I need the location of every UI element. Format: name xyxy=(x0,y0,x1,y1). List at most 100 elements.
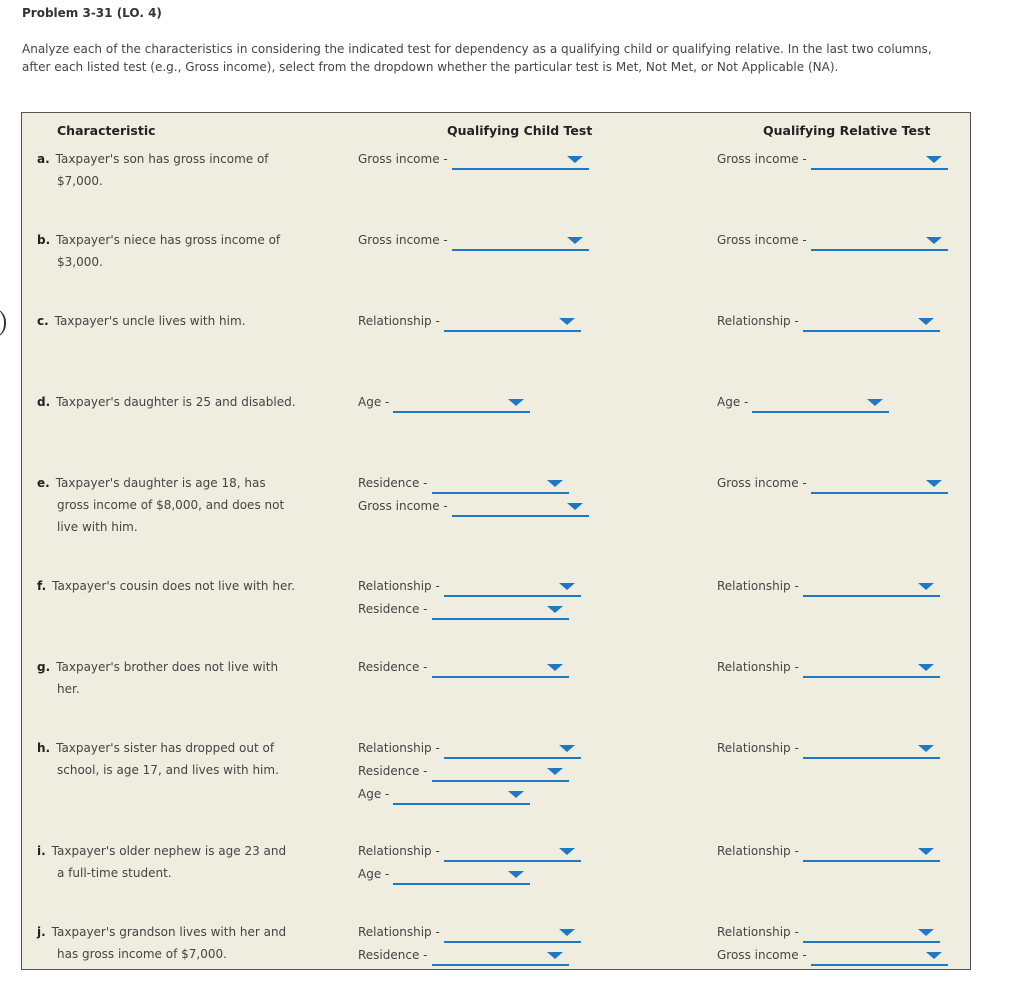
characteristic-text: h. Taxpayer's sister has dropped out of sc… xyxy=(37,737,327,781)
qr-gross-income-dropdown[interactable] xyxy=(810,229,948,251)
chevron-down-icon xyxy=(925,480,942,487)
qc-relationship-dropdown[interactable] xyxy=(443,310,581,332)
qc-gross-income-dropdown[interactable] xyxy=(451,495,589,517)
chevron-down-icon xyxy=(558,318,575,325)
qr-relationship-dropdown[interactable] xyxy=(802,737,940,759)
characteristic-line-2: $3,000. xyxy=(57,255,103,269)
characteristic-line-1: Taxpayer's cousin does not live with her… xyxy=(52,579,295,593)
qualifying-child-test: Residence - xyxy=(358,472,569,494)
qc-relationship-dropdown[interactable] xyxy=(443,575,581,597)
chevron-down-icon xyxy=(546,606,563,613)
chevron-down-icon xyxy=(867,399,884,406)
qc-residence-label: Residence - xyxy=(358,764,428,778)
qc-residence-label: Residence - xyxy=(358,602,428,616)
qualifying-relative-test: Gross income - xyxy=(717,944,948,966)
qualifying-relative-test: Relationship - xyxy=(717,921,940,943)
characteristic-line-1: Taxpayer's sister has dropped out of xyxy=(56,741,275,755)
qualifying-relative-test: Gross income - xyxy=(717,229,948,251)
qr-gross-income-label: Gross income - xyxy=(717,948,807,962)
qc-gross-income-dropdown[interactable] xyxy=(451,148,589,170)
chevron-down-icon xyxy=(546,480,563,487)
chevron-down-icon xyxy=(546,768,563,775)
chevron-down-icon xyxy=(925,156,942,163)
qc-relationship-dropdown[interactable] xyxy=(443,921,581,943)
characteristic-line-1: Taxpayer's brother does not live with xyxy=(56,660,279,674)
qr-gross-income-label: Gross income - xyxy=(717,152,807,166)
row-letter: a. xyxy=(37,152,50,166)
qualifying-relative-test: Relationship - xyxy=(717,656,940,678)
qualifying-relative-test: Gross income - xyxy=(717,148,948,170)
qr-relationship-label: Relationship - xyxy=(717,844,799,858)
chevron-down-icon xyxy=(546,664,563,671)
chevron-down-icon xyxy=(917,929,934,936)
chevron-down-icon xyxy=(925,237,942,244)
chevron-down-icon xyxy=(917,848,934,855)
qualifying-child-test: Gross income - xyxy=(358,495,589,517)
chevron-down-icon xyxy=(566,503,583,510)
row-letter: b. xyxy=(37,233,51,247)
problem-title: Problem 3-31 (LO. 4) xyxy=(22,6,162,20)
characteristic-line-1: Taxpayer's niece has gross income of xyxy=(56,233,281,247)
chevron-down-icon xyxy=(925,952,942,959)
qc-residence-dropdown[interactable] xyxy=(431,598,569,620)
qr-gross-income-dropdown[interactable] xyxy=(810,472,948,494)
characteristic-text: b. Taxpayer's niece has gross income of $3… xyxy=(37,229,327,273)
qc-residence-dropdown[interactable] xyxy=(431,760,569,782)
qc-residence-label: Residence - xyxy=(358,476,428,490)
chevron-down-icon xyxy=(558,848,575,855)
characteristic-line-2: school, is age 17, and lives with him. xyxy=(57,763,279,777)
qc-gross-income-dropdown[interactable] xyxy=(451,229,589,251)
qr-relationship-dropdown[interactable] xyxy=(802,921,940,943)
header-qualifying-relative: Qualifying Relative Test xyxy=(763,123,931,138)
qr-gross-income-dropdown[interactable] xyxy=(810,944,948,966)
qr-age-label: Age - xyxy=(717,395,749,409)
qr-relationship-dropdown[interactable] xyxy=(802,310,940,332)
qualifying-child-test: Gross income - xyxy=(358,229,589,251)
characteristic-line-2: has gross income of $7,000. xyxy=(57,947,227,961)
characteristic-text: d. Taxpayer's daughter is 25 and disabled… xyxy=(37,391,327,413)
qr-gross-income-dropdown[interactable] xyxy=(810,148,948,170)
instructions-text: Analyze each of the characteristics in c… xyxy=(22,42,932,74)
qr-gross-income-label: Gross income - xyxy=(717,233,807,247)
characteristic-text: i. Taxpayer's older nephew is age 23 and a… xyxy=(37,840,327,884)
qualifying-child-test: Relationship - xyxy=(358,310,581,332)
qc-residence-label: Residence - xyxy=(358,948,428,962)
row-letter: c. xyxy=(37,314,49,328)
qualifying-relative-test: Relationship - xyxy=(717,840,940,862)
chevron-down-icon xyxy=(566,156,583,163)
qc-relationship-dropdown[interactable] xyxy=(443,737,581,759)
row-letter: j. xyxy=(37,925,46,939)
qc-age-dropdown[interactable] xyxy=(393,783,531,805)
row-letter: g. xyxy=(37,660,51,674)
qc-age-dropdown[interactable] xyxy=(393,391,531,413)
qualifying-child-test: Residence - xyxy=(358,598,569,620)
chevron-down-icon xyxy=(508,399,525,406)
qualifying-child-test: Residence - xyxy=(358,944,569,966)
characteristic-line-1: Taxpayer's daughter is 25 and disabled. xyxy=(56,395,296,409)
qualifying-child-test: Residence - xyxy=(358,760,569,782)
qc-residence-dropdown[interactable] xyxy=(431,472,569,494)
qc-relationship-dropdown[interactable] xyxy=(443,840,581,862)
chevron-down-icon xyxy=(917,318,934,325)
qc-relationship-label: Relationship - xyxy=(358,844,440,858)
chevron-down-icon xyxy=(558,745,575,752)
header-characteristic: Characteristic xyxy=(57,123,156,138)
row-letter: i. xyxy=(37,844,46,858)
qc-relationship-label: Relationship - xyxy=(358,741,440,755)
qc-residence-dropdown[interactable] xyxy=(431,944,569,966)
qr-relationship-dropdown[interactable] xyxy=(802,656,940,678)
characteristic-text: c. Taxpayer's uncle lives with him. xyxy=(37,310,327,332)
qc-residence-dropdown[interactable] xyxy=(431,656,569,678)
qr-relationship-label: Relationship - xyxy=(717,660,799,674)
qualifying-child-test: Relationship - xyxy=(358,737,581,759)
qr-relationship-dropdown[interactable] xyxy=(802,840,940,862)
qr-age-dropdown[interactable] xyxy=(752,391,890,413)
qualifying-relative-test: Gross income - xyxy=(717,472,948,494)
characteristic-line-2: her. xyxy=(57,682,80,696)
characteristic-text: f. Taxpayer's cousin does not live with h… xyxy=(37,575,327,597)
characteristic-text: e. Taxpayer's daughter is age 18, has gros… xyxy=(37,472,327,538)
qr-relationship-dropdown[interactable] xyxy=(802,575,940,597)
characteristic-line-2: a full-time student. xyxy=(57,866,172,880)
chevron-down-icon xyxy=(566,237,583,244)
qc-age-dropdown[interactable] xyxy=(393,863,531,885)
